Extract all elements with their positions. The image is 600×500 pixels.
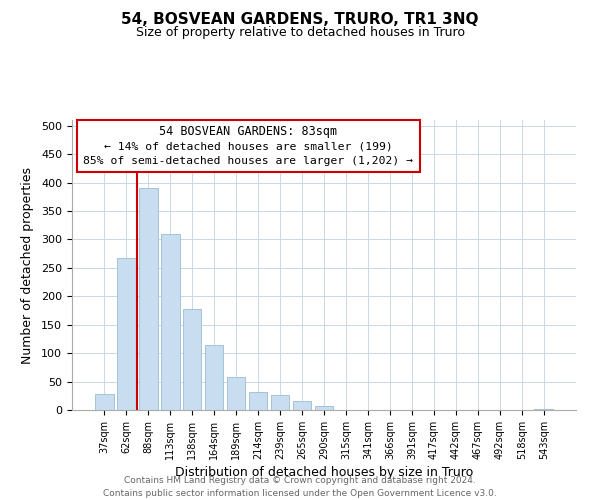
Text: Size of property relative to detached houses in Truro: Size of property relative to detached ho… xyxy=(136,26,464,39)
Bar xyxy=(117,258,136,410)
FancyBboxPatch shape xyxy=(77,120,420,172)
Bar xyxy=(249,392,268,410)
Bar xyxy=(95,394,113,410)
Text: 54 BOSVEAN GARDENS: 83sqm: 54 BOSVEAN GARDENS: 83sqm xyxy=(160,125,337,138)
Bar xyxy=(271,395,289,410)
Bar xyxy=(293,402,311,410)
Bar xyxy=(183,309,202,410)
Bar xyxy=(139,188,158,410)
Bar xyxy=(535,409,553,410)
Text: 54, BOSVEAN GARDENS, TRURO, TR1 3NQ: 54, BOSVEAN GARDENS, TRURO, TR1 3NQ xyxy=(121,12,479,28)
Bar xyxy=(227,377,245,410)
Text: ← 14% of detached houses are smaller (199): ← 14% of detached houses are smaller (19… xyxy=(104,141,393,151)
Text: 85% of semi-detached houses are larger (1,202) →: 85% of semi-detached houses are larger (… xyxy=(83,156,413,166)
Text: Contains HM Land Registry data © Crown copyright and database right 2024.
Contai: Contains HM Land Registry data © Crown c… xyxy=(103,476,497,498)
Bar xyxy=(161,234,179,410)
Y-axis label: Number of detached properties: Number of detached properties xyxy=(21,166,34,364)
X-axis label: Distribution of detached houses by size in Truro: Distribution of detached houses by size … xyxy=(175,466,473,479)
Bar xyxy=(205,344,223,410)
Bar xyxy=(314,406,334,410)
